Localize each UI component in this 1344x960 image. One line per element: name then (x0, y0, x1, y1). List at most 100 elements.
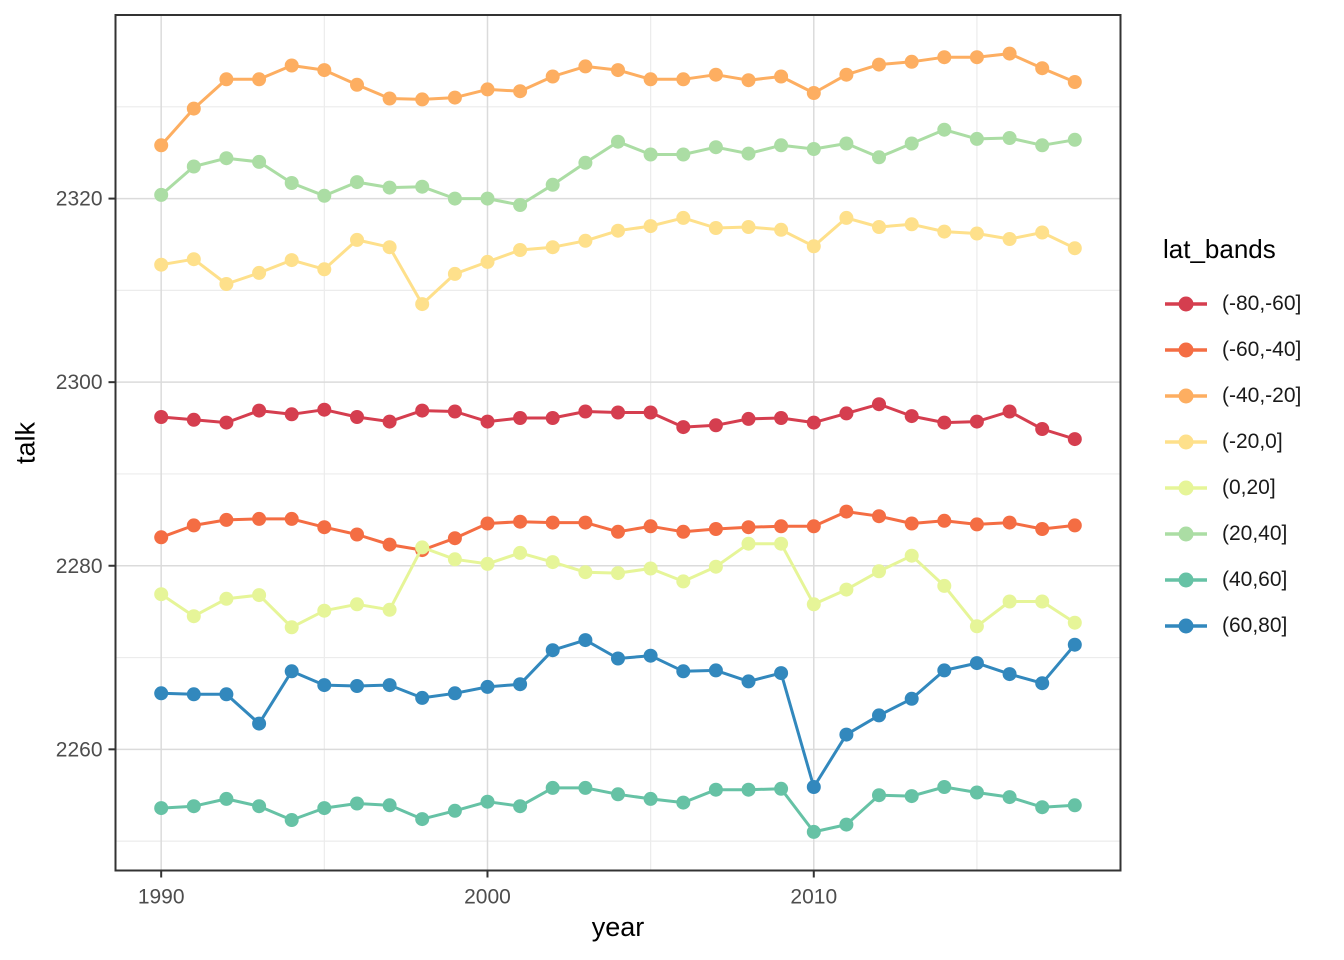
series-point (284, 813, 299, 827)
series-point (252, 265, 267, 280)
series-point (611, 524, 625, 539)
series-point (317, 188, 332, 203)
series-point (806, 86, 821, 100)
legend-entry-label: (0,20] (1222, 476, 1276, 499)
series-point (447, 531, 462, 546)
series-point (154, 801, 169, 816)
series-point (350, 175, 364, 190)
x-axis-title: year (591, 912, 645, 942)
series-point (284, 176, 299, 190)
series-point (1067, 637, 1082, 652)
series-point (676, 574, 691, 589)
series-point (186, 687, 201, 702)
series-point (937, 224, 952, 239)
series-point (317, 63, 332, 78)
series-point (480, 679, 495, 694)
series-point (513, 545, 528, 560)
series-point (806, 597, 821, 612)
series-point (1002, 594, 1017, 609)
series-point (545, 411, 560, 425)
series-point (806, 780, 821, 794)
series-point (969, 785, 984, 800)
series-point (676, 420, 691, 435)
series-point (252, 72, 267, 87)
series-(-80,-60] (154, 397, 1082, 447)
series-point (186, 252, 201, 267)
series-point (643, 72, 658, 87)
series-point (872, 509, 886, 524)
series-point (513, 411, 528, 425)
series-point (284, 511, 299, 526)
series-point (513, 514, 528, 529)
series-point (611, 651, 625, 666)
legend-key-icon (1165, 526, 1207, 542)
series-point (317, 678, 332, 693)
series-point (350, 597, 364, 612)
series-point (382, 537, 397, 552)
series-point (186, 609, 201, 624)
legend-key-point (1178, 342, 1194, 358)
series-point (252, 511, 267, 526)
series-point (969, 517, 984, 532)
series-point (708, 559, 723, 574)
series-point (545, 69, 560, 84)
series-point (186, 799, 201, 814)
series-point (643, 519, 658, 534)
series-point (219, 277, 234, 291)
series-point (969, 226, 984, 241)
series-point (578, 233, 593, 248)
series-point (578, 633, 593, 648)
legend-key-icon (1165, 618, 1207, 634)
legend-title: lat_bands (1163, 234, 1276, 264)
series-point (904, 691, 919, 706)
series-point (284, 407, 299, 422)
series-point (415, 812, 430, 827)
legend-entry-4: (0,20] (1163, 465, 1301, 511)
series-point (545, 780, 560, 795)
series-point (904, 409, 919, 424)
series-point (643, 405, 658, 420)
series-point (806, 239, 821, 254)
series-point (545, 177, 560, 192)
series-point (1035, 800, 1050, 815)
series-point (676, 795, 691, 810)
series-point (1002, 790, 1017, 805)
series-point (447, 191, 462, 206)
series-point (513, 243, 528, 257)
series-point (741, 674, 756, 689)
series-point (1002, 404, 1017, 419)
legend-key-point (1178, 526, 1194, 542)
series-point (382, 414, 397, 429)
series-point (154, 587, 169, 602)
series-point (186, 518, 201, 533)
series-point (317, 402, 332, 417)
series-point (1067, 432, 1082, 447)
series-point (839, 582, 854, 597)
y-tick-label: 2280 (56, 555, 103, 578)
legend-key-icon (1165, 434, 1207, 450)
series-point (219, 151, 234, 166)
series-point (741, 146, 756, 161)
series-point (284, 620, 299, 635)
series-point (806, 142, 821, 156)
series-point (1067, 798, 1082, 813)
series-point (415, 179, 430, 194)
series-point (447, 404, 462, 419)
series-point (284, 253, 299, 268)
y-tick-label: 2320 (56, 188, 103, 211)
series-point (447, 686, 462, 701)
series-point (154, 257, 169, 272)
series-point (1035, 522, 1050, 536)
series-point (872, 708, 886, 723)
legend-entry-6: (40,60] (1163, 557, 1301, 603)
series-point (643, 648, 658, 663)
series-point (676, 72, 691, 87)
series-point (774, 138, 789, 153)
series-point (415, 540, 430, 555)
series-point (578, 780, 593, 795)
series-point (1002, 515, 1017, 530)
series-point (415, 92, 430, 107)
series-point (545, 643, 560, 658)
series-point (447, 90, 462, 105)
